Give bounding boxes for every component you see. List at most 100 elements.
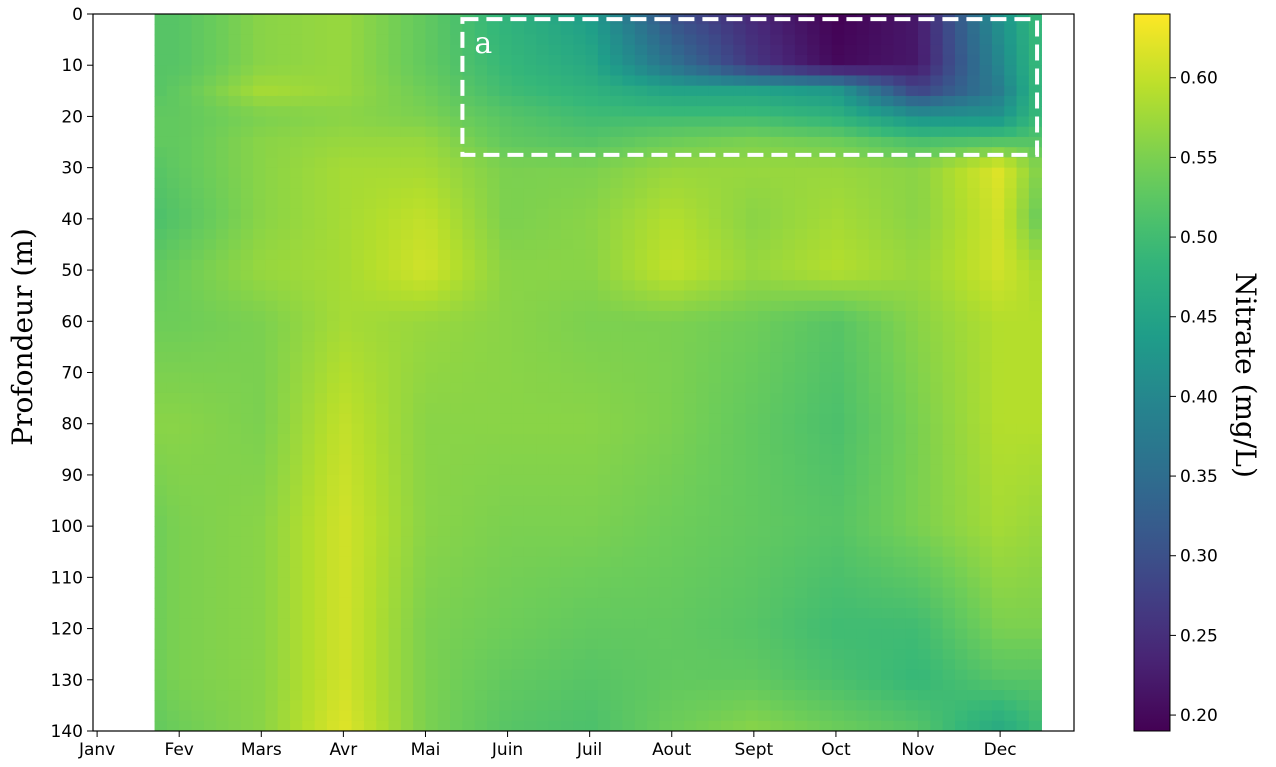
heatmap-cell bbox=[893, 628, 907, 640]
heatmap-cell bbox=[634, 587, 648, 599]
heatmap-cell bbox=[462, 270, 476, 282]
heatmap-cell bbox=[782, 249, 796, 261]
heatmap-cell bbox=[954, 177, 969, 189]
heatmap-cell bbox=[191, 413, 205, 425]
heatmap-cell bbox=[548, 597, 562, 609]
heatmap-cell bbox=[413, 372, 427, 384]
heatmap-cell bbox=[954, 649, 969, 661]
heatmap-cell bbox=[154, 403, 168, 415]
heatmap-cell bbox=[450, 454, 464, 466]
heatmap-cell bbox=[388, 311, 402, 323]
heatmap-cell bbox=[228, 106, 242, 118]
heatmap-cell bbox=[326, 229, 341, 241]
heatmap-cell bbox=[782, 239, 796, 251]
heatmap-cell bbox=[930, 147, 944, 159]
heatmap-cell bbox=[326, 485, 341, 497]
heatmap-cell bbox=[462, 208, 476, 220]
heatmap-cell bbox=[474, 669, 488, 681]
heatmap-cell bbox=[831, 300, 845, 312]
heatmap-cell bbox=[782, 700, 796, 712]
heatmap-cell bbox=[770, 167, 784, 179]
heatmap-cell bbox=[191, 546, 205, 558]
heatmap-cell bbox=[191, 454, 205, 466]
heatmap-cell bbox=[942, 690, 956, 702]
heatmap-cell bbox=[376, 198, 390, 210]
heatmap-cell bbox=[400, 34, 414, 46]
heatmap-cell bbox=[905, 34, 919, 46]
heatmap-cell bbox=[203, 587, 217, 599]
heatmap-cell bbox=[930, 362, 944, 374]
heatmap-cell bbox=[684, 464, 698, 476]
heatmap-cell bbox=[967, 136, 981, 148]
heatmap-cell bbox=[757, 116, 772, 128]
heatmap-cell bbox=[868, 628, 882, 640]
heatmap-cell bbox=[979, 536, 993, 548]
heatmap-cell bbox=[671, 679, 685, 691]
heatmap-cell bbox=[585, 474, 599, 486]
heatmap-cell bbox=[265, 126, 279, 138]
heatmap-cell bbox=[376, 95, 390, 107]
heatmap-cell bbox=[819, 157, 833, 169]
heatmap-cell bbox=[622, 54, 636, 67]
heatmap-cell bbox=[991, 229, 1006, 241]
heatmap-cell bbox=[1028, 669, 1042, 681]
heatmap-cell bbox=[326, 54, 341, 67]
heatmap-cell bbox=[868, 106, 882, 118]
heatmap-cell bbox=[610, 628, 624, 640]
heatmap-cell bbox=[991, 65, 1006, 77]
heatmap-cell bbox=[930, 546, 944, 558]
heatmap-cell bbox=[179, 669, 193, 681]
heatmap-cell bbox=[634, 597, 648, 609]
heatmap-cell bbox=[967, 177, 981, 189]
heatmap-cell bbox=[228, 116, 242, 128]
heatmap-cell bbox=[499, 136, 513, 148]
heatmap-cell bbox=[228, 515, 242, 527]
heatmap-cell bbox=[487, 290, 501, 302]
heatmap-cell bbox=[930, 218, 944, 230]
heatmap-cell bbox=[511, 392, 525, 405]
heatmap-cell bbox=[1016, 485, 1030, 497]
heatmap-cell bbox=[757, 597, 772, 609]
heatmap-cell bbox=[819, 331, 833, 343]
heatmap-cell bbox=[154, 638, 168, 650]
heatmap-cell bbox=[794, 321, 808, 333]
heatmap-cell bbox=[634, 259, 648, 271]
heatmap-cell bbox=[413, 300, 427, 312]
heatmap-cell bbox=[918, 669, 932, 681]
heatmap-cell bbox=[622, 423, 636, 435]
heatmap-cell bbox=[733, 188, 747, 200]
heatmap-cell bbox=[819, 649, 833, 661]
heatmap-cell bbox=[326, 710, 341, 722]
heatmap-cell bbox=[831, 690, 845, 702]
heatmap-cell bbox=[634, 198, 648, 210]
heatmap-cell bbox=[942, 249, 956, 261]
heatmap-cell bbox=[585, 556, 599, 568]
heatmap-cell bbox=[203, 341, 217, 353]
heatmap-cell bbox=[770, 341, 784, 353]
heatmap-cell bbox=[474, 597, 488, 609]
heatmap-cell bbox=[671, 136, 685, 148]
heatmap-cell bbox=[326, 454, 341, 466]
heatmap-cell bbox=[388, 669, 402, 681]
heatmap-cell bbox=[523, 567, 538, 579]
heatmap-cell bbox=[782, 362, 796, 374]
heatmap-cell bbox=[523, 116, 538, 128]
heatmap-cell bbox=[930, 136, 944, 148]
heatmap-cell bbox=[819, 290, 833, 302]
heatmap-cell bbox=[253, 321, 267, 333]
heatmap-cell bbox=[290, 167, 304, 179]
heatmap-cell bbox=[634, 577, 648, 589]
heatmap-cell bbox=[893, 218, 907, 230]
heatmap-cell bbox=[881, 136, 895, 148]
heatmap-cell bbox=[671, 14, 685, 26]
heatmap-cell bbox=[831, 679, 845, 691]
heatmap-cell bbox=[856, 577, 870, 589]
heatmap-cell bbox=[450, 577, 464, 589]
heatmap-cell bbox=[339, 116, 353, 128]
heatmap-cell bbox=[782, 167, 796, 179]
heatmap-cell bbox=[511, 526, 525, 538]
heatmap-cell bbox=[511, 710, 525, 722]
heatmap-cell bbox=[733, 24, 747, 36]
heatmap-cell bbox=[942, 546, 956, 558]
heatmap-cell bbox=[696, 229, 710, 241]
